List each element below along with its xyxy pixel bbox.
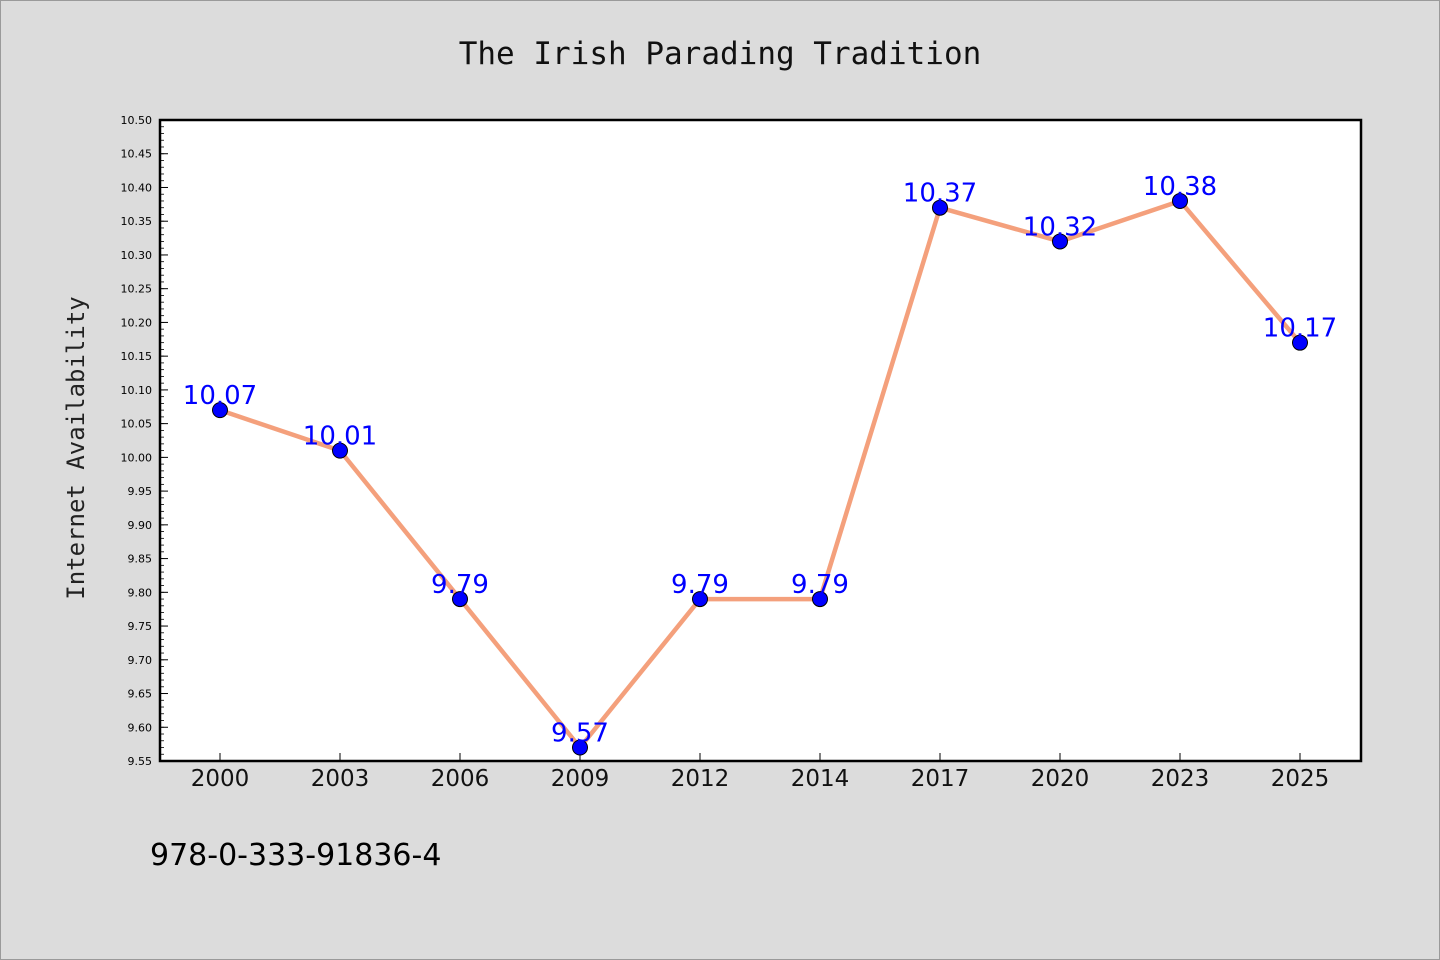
x-tick-label: 2020 <box>1031 766 1090 792</box>
y-tick-label: 9.95 <box>128 485 153 498</box>
data-label: 10.32 <box>1023 212 1097 242</box>
data-point <box>1172 192 1188 209</box>
y-tick-label: 9.80 <box>128 586 153 599</box>
x-tick-label: 2009 <box>551 766 610 792</box>
data-label: 9.79 <box>431 570 489 600</box>
x-tick-label: 2003 <box>311 766 370 792</box>
data-point <box>692 591 708 608</box>
footnote-isbn: 978-0-333-91836-4 <box>150 838 441 873</box>
data-point <box>932 199 948 216</box>
data-label: 10.37 <box>903 179 977 209</box>
series-group <box>212 192 1308 756</box>
y-tick-label: 10.45 <box>121 148 153 161</box>
y-tick-label: 9.85 <box>128 553 153 566</box>
x-tick-label: 2006 <box>431 766 490 792</box>
y-tick-label: 10.30 <box>121 249 153 262</box>
y-tick-label: 9.70 <box>128 654 153 667</box>
data-label: 10.38 <box>1143 172 1217 202</box>
y-tick-label: 9.65 <box>128 688 153 701</box>
y-tick-label: 9.60 <box>128 721 153 734</box>
y-tick-label: 10.05 <box>121 418 153 431</box>
x-tick-label: 2012 <box>671 766 730 792</box>
chart-title: The Irish Parading Tradition <box>459 36 982 72</box>
data-point <box>1052 233 1068 250</box>
data-label: 10.01 <box>303 422 377 452</box>
y-axis-label: Internet Availability <box>62 296 90 599</box>
y-tick-label: 10.10 <box>121 384 153 397</box>
x-tick-label: 2023 <box>1151 766 1210 792</box>
data-label: 9.79 <box>791 570 849 600</box>
y-tick-label: 10.35 <box>121 215 153 228</box>
x-tick-label: 2017 <box>911 766 970 792</box>
y-tick-label: 10.15 <box>121 350 153 363</box>
y-tick-label: 9.90 <box>128 519 153 532</box>
data-point <box>1292 334 1308 351</box>
x-axis-ticks: 2000 2003 2006 2009 2012 2014 2017 2020 2023 2025 <box>191 753 1330 792</box>
data-label: 10.07 <box>183 381 257 411</box>
data-point <box>812 591 828 608</box>
y-tick-label: 9.55 <box>128 755 153 768</box>
y-tick-label: 10.20 <box>121 316 153 329</box>
data-point <box>332 442 348 459</box>
data-point <box>572 739 588 756</box>
plot-area <box>158 118 1363 763</box>
x-tick-label: 2025 <box>1271 766 1330 792</box>
data-label: 9.57 <box>551 719 609 749</box>
data-point <box>452 591 468 608</box>
y-tick-label: 9.75 <box>128 620 153 633</box>
y-axis-ticks: 9.55 9.60 9.65 9.70 9.75 9.80 9.85 9.90 9.95 10.0… <box>121 114 168 768</box>
data-label: 9.79 <box>671 570 729 600</box>
data-point <box>212 402 228 419</box>
y-tick-label: 10.25 <box>121 283 153 296</box>
x-tick-label: 2014 <box>791 766 850 792</box>
y-tick-label: 10.00 <box>121 451 153 464</box>
x-tick-label: 2000 <box>191 766 250 792</box>
y-tick-label: 10.50 <box>121 114 153 127</box>
data-label-group: 10.07 10.01 9.79 9.57 9.79 9.79 10.37 10.32 10.3… <box>183 172 1337 749</box>
y-tick-label: 10.40 <box>121 181 153 194</box>
data-label: 10.17 <box>1263 314 1337 344</box>
series-line <box>217 198 1303 750</box>
